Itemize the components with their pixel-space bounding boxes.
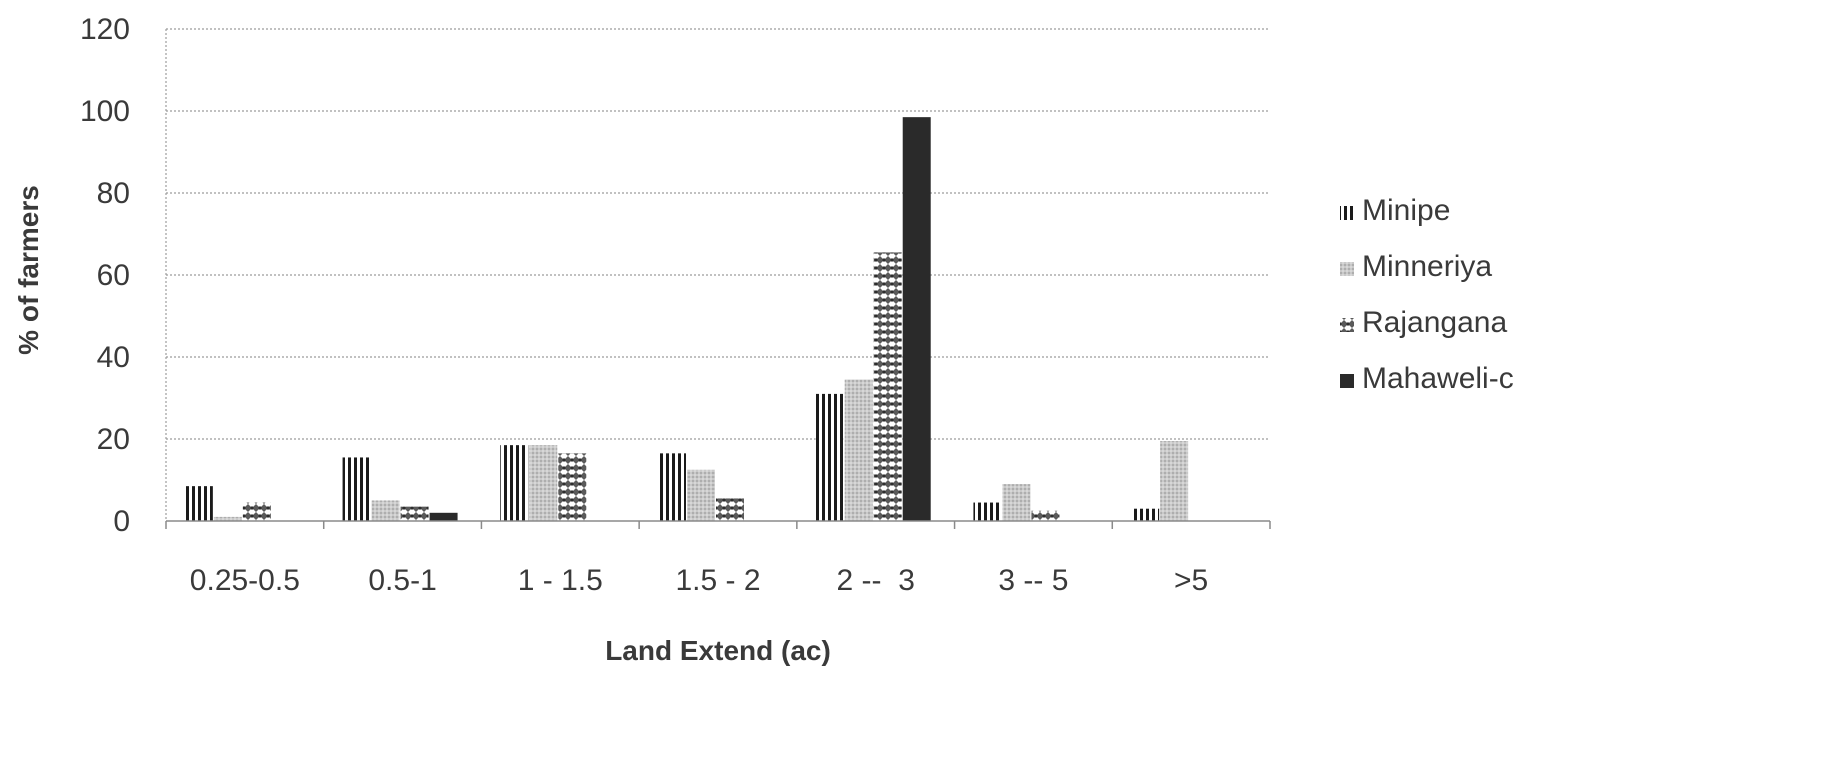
legend-label: Rajangana <box>1362 306 1507 339</box>
legend-label: Minneriya <box>1362 250 1492 283</box>
bar-mahaweli-c-1 <box>429 512 458 521</box>
x-tick-label: 3 -- 5 <box>998 564 1068 597</box>
bar-minneriya-0 <box>213 516 242 521</box>
bar-minneriya-2 <box>529 445 558 521</box>
legend-label: Mahaweli-c <box>1362 362 1514 395</box>
x-tick-label: 0.25-0.5 <box>190 564 300 597</box>
y-tick-label: 20 <box>97 423 130 456</box>
bar-minneriya-6 <box>1160 441 1189 521</box>
legend: Minipe Minneriya Rajangana Mahaweli-c <box>1340 194 1514 395</box>
x-axis-title: Land Extend (ac) <box>605 635 831 666</box>
x-tick-label: 1 - 1.5 <box>518 564 603 597</box>
bar-minneriya-3 <box>687 469 715 521</box>
bar-minipe-0 <box>184 486 213 521</box>
bar-rajangana-4 <box>873 252 902 521</box>
bar-rajangana-2 <box>558 453 587 521</box>
bar-minipe-4 <box>815 393 844 521</box>
bar-minipe-5 <box>973 502 1002 521</box>
y-tick-label: 60 <box>97 259 130 292</box>
x-axis <box>165 520 1271 529</box>
bar-minipe-1 <box>342 457 371 521</box>
bars <box>184 117 1189 522</box>
legend-label: Minipe <box>1362 194 1450 227</box>
legend-swatch <box>1340 262 1354 276</box>
x-tick-label: 1.5 - 2 <box>675 564 760 597</box>
y-tick-label: 100 <box>80 95 130 128</box>
x-axis-ticks: 0.25-0.5 0.5-1 1 - 1.5 1.5 - 2 2 -- 3 3 -- 5 >… <box>190 564 1208 597</box>
legend-swatch <box>1340 374 1354 388</box>
y-tick-label: 0 <box>113 505 130 538</box>
bar-minipe-2 <box>500 445 529 521</box>
bar-minipe-3 <box>658 453 686 521</box>
y-tick-label: 120 <box>80 13 130 46</box>
x-tick-label: >5 <box>1174 564 1208 597</box>
bar-mahaweli-c-4 <box>902 117 931 522</box>
y-tick-label: 80 <box>97 177 130 210</box>
bar-rajangana-3 <box>716 498 744 521</box>
bar-minneriya-5 <box>1002 484 1031 521</box>
x-tick-label: 0.5-1 <box>368 564 436 597</box>
legend-swatch <box>1340 206 1354 220</box>
bar-rajangana-0 <box>242 502 271 521</box>
gridlines <box>165 28 1270 521</box>
bar-rajangana-1 <box>400 506 429 521</box>
x-tick-label: 2 -- 3 <box>837 564 915 597</box>
y-axis-title: % of farmers <box>13 185 44 355</box>
y-tick-label: 40 <box>97 341 130 374</box>
bar-minneriya-4 <box>844 379 873 521</box>
bar-rajangana-5 <box>1031 510 1060 521</box>
legend-swatch <box>1340 318 1354 332</box>
bar-minneriya-1 <box>371 500 400 521</box>
bar-minipe-6 <box>1131 508 1160 521</box>
y-axis-ticks: 0 20 40 60 80 100 120 <box>80 13 130 538</box>
